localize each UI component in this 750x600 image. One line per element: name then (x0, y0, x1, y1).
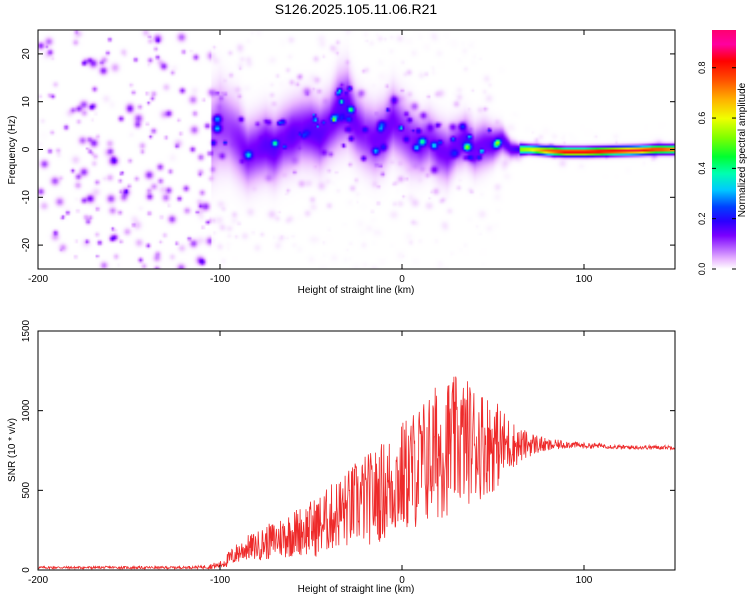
colorbar-gradient (712, 30, 736, 269)
spectrogram-ytick-label: 0 (21, 146, 32, 152)
snr-ylabel: SNR (10 * v/v) (7, 418, 18, 482)
spectrogram-ytick-label: 20 (21, 48, 32, 60)
spectrogram-ytick-label: -20 (21, 237, 32, 252)
snr-ytick-label: 0 (21, 567, 32, 573)
snr-xlabel: Height of straight line (km) (298, 584, 415, 595)
spectrogram-xtick-label: 0 (399, 274, 405, 285)
spectrogram-ytick-label: 10 (21, 96, 32, 108)
snr-ytick-label: 1000 (21, 399, 32, 422)
snr-xtick-label: -100 (210, 575, 230, 586)
spectrogram-xtick-label: -200 (28, 274, 48, 285)
snr-xtick-label: 100 (576, 575, 593, 586)
spectrogram-ytick-label: -10 (21, 190, 32, 205)
colorbar-tick-label: 0.0 (697, 263, 707, 276)
colorbar-tick-label: 0.8 (697, 61, 707, 74)
snr-xtick-label: -200 (28, 575, 48, 586)
figure-title: S126.2025.105.11.06.R21 (275, 1, 438, 17)
spectrogram-xlabel: Height of straight line (km) (298, 285, 415, 296)
spectrogram-xtick-label: 100 (576, 274, 593, 285)
snr-frame (37, 330, 676, 571)
snr-ytick-label: 1500 (21, 319, 32, 342)
colorbar: 0.0 0.2 0.4 0.6 0.8 Normalized spectral ampl… (697, 30, 748, 275)
spectrogram-ylabel: Frequency (Hz) (7, 116, 18, 185)
colorbar-tick-label: 0.2 (697, 212, 707, 225)
colorbar-tick-label: 0.6 (697, 112, 707, 125)
spectrogram-image (38, 30, 675, 269)
snr-ytick-label: 500 (21, 482, 32, 499)
snr-series-line (38, 376, 675, 570)
spectrogram-xtick-label: -100 (210, 274, 230, 285)
snr-xtick-label: 0 (399, 575, 405, 586)
colorbar-ticks: 0.0 0.2 0.4 0.6 0.8 (697, 61, 736, 275)
colorbar-tick-label: 0.4 (697, 162, 707, 175)
colorbar-label: Normalized spectral amplitude (737, 82, 748, 217)
